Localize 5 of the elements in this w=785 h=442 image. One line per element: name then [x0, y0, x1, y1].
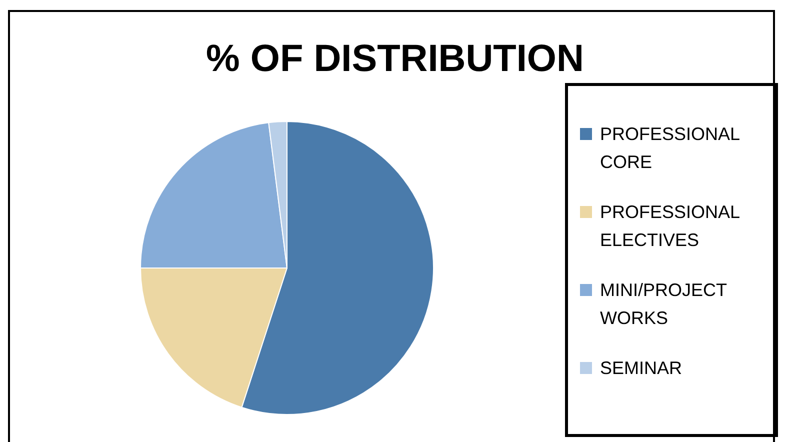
legend-label: SEMINAR: [600, 357, 682, 380]
legend-label: PROFESSIONAL CORE: [600, 123, 740, 174]
chart-title: % OF DISTRIBUTION: [205, 37, 585, 82]
legend-label: PROFESSIONAL ELECTIVES: [600, 201, 740, 252]
legend-label: MINI/PROJECT WORKS: [600, 279, 728, 330]
